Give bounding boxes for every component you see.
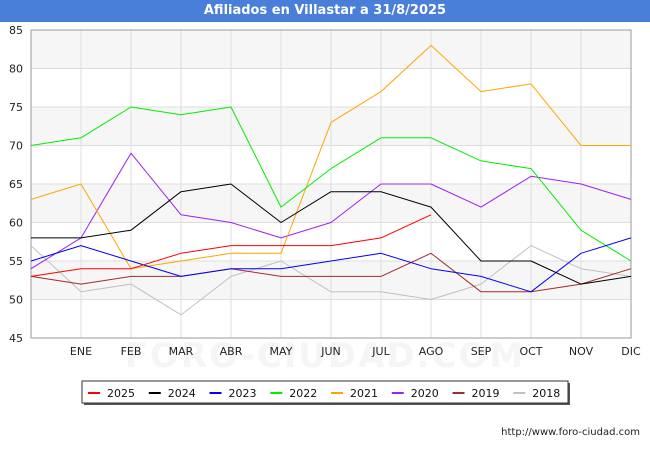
y-tick-label: 45 <box>9 332 23 345</box>
x-tick-label: SEP <box>471 345 492 358</box>
x-tick-label: JUN <box>320 345 341 358</box>
watermark: FORO-CIUDAD.COM <box>124 336 526 376</box>
x-tick-label: ABR <box>220 345 243 358</box>
x-tick-label: FEB <box>121 345 142 358</box>
x-tick-label: NOV <box>569 345 594 358</box>
series-line-2022 <box>30 106 632 262</box>
x-tick-label: AGO <box>419 345 444 358</box>
legend-box <box>81 380 569 404</box>
y-tick-label: 70 <box>9 140 23 153</box>
series-line-2018 <box>30 245 632 316</box>
series-line-2025 <box>30 214 432 277</box>
legend-label-2025: 2025 <box>107 387 135 400</box>
legend-label-2021: 2021 <box>350 387 378 400</box>
y-tick-label: 85 <box>9 24 23 37</box>
legend-label-2023: 2023 <box>229 387 257 400</box>
x-tick-label: OCT <box>519 345 542 358</box>
series-line-2023 <box>30 237 632 293</box>
y-tick-label: 60 <box>9 217 23 230</box>
x-tick-label: ENE <box>70 345 92 358</box>
y-tick-label: 55 <box>9 255 23 268</box>
x-tick-label: JUL <box>371 345 390 358</box>
y-tick-label: 65 <box>9 178 23 191</box>
legend-label-2020: 2020 <box>411 387 439 400</box>
legend-label-2019: 2019 <box>472 387 500 400</box>
source-link[interactable]: http://www.foro-ciudad.com <box>501 427 640 438</box>
x-tick-label: DIC <box>621 345 641 358</box>
y-tick-label: 75 <box>9 101 23 114</box>
series-line-2024 <box>31 183 632 285</box>
legend-label-2018: 2018 <box>532 387 560 400</box>
title-bar <box>0 0 650 22</box>
x-tick-label: MAR <box>169 345 194 358</box>
chart-title: Afiliados en Villastar a 31/8/2025 <box>203 3 447 18</box>
plot-frame <box>30 29 632 339</box>
x-tick-label: MAY <box>270 345 293 358</box>
y-tick-label: 50 <box>9 294 23 307</box>
series-line-2020 <box>30 152 632 270</box>
legend-label-2024: 2024 <box>168 387 196 400</box>
y-tick-label: 80 <box>9 63 23 76</box>
legend-label-2022: 2022 <box>289 387 317 400</box>
